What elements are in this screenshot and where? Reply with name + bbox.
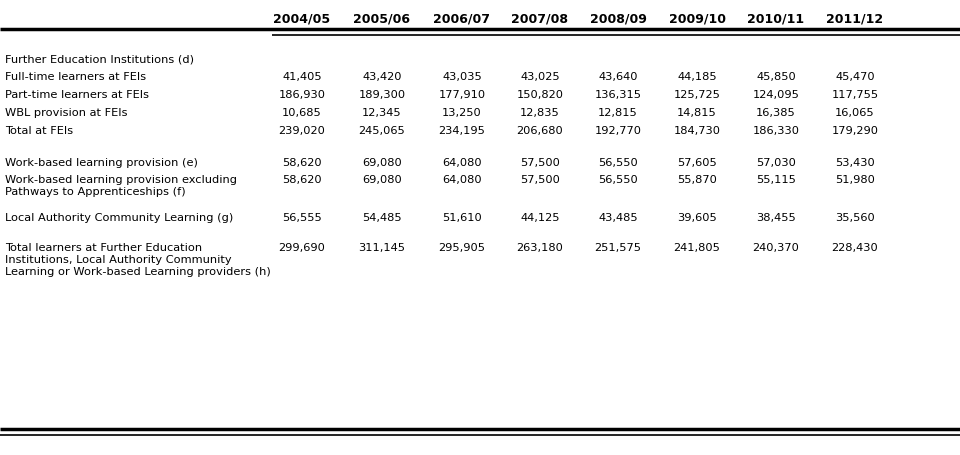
Text: 69,080: 69,080 <box>362 175 402 185</box>
Text: 311,145: 311,145 <box>358 243 405 253</box>
Text: 136,315: 136,315 <box>594 90 641 100</box>
Text: 14,815: 14,815 <box>677 108 717 118</box>
Text: 39,605: 39,605 <box>677 212 717 222</box>
Text: 56,550: 56,550 <box>598 157 637 167</box>
Text: 54,485: 54,485 <box>362 212 402 222</box>
Text: 12,815: 12,815 <box>598 108 637 118</box>
Text: Further Education Institutions (d): Further Education Institutions (d) <box>5 55 194 65</box>
Text: 44,125: 44,125 <box>520 212 560 222</box>
Text: 2005/06: 2005/06 <box>353 12 411 25</box>
Text: 125,725: 125,725 <box>674 90 720 100</box>
Text: 45,470: 45,470 <box>835 72 875 82</box>
Text: Part-time learners at FEIs: Part-time learners at FEIs <box>5 90 149 100</box>
Text: 299,690: 299,690 <box>278 243 325 253</box>
Text: Local Authority Community Learning (g): Local Authority Community Learning (g) <box>5 212 233 222</box>
Text: 241,805: 241,805 <box>674 243 720 253</box>
Text: Learning or Work-based Learning providers (h): Learning or Work-based Learning provider… <box>5 267 271 276</box>
Text: 51,610: 51,610 <box>443 212 482 222</box>
Text: 2011/12: 2011/12 <box>827 12 883 25</box>
Text: 234,195: 234,195 <box>439 126 486 136</box>
Text: Institutions, Local Authority Community: Institutions, Local Authority Community <box>5 254 231 264</box>
Text: Work-based learning provision (e): Work-based learning provision (e) <box>5 157 198 167</box>
Text: 206,680: 206,680 <box>516 126 564 136</box>
Text: Work-based learning provision excluding: Work-based learning provision excluding <box>5 175 237 185</box>
Text: 10,685: 10,685 <box>282 108 322 118</box>
Text: 56,550: 56,550 <box>598 175 637 185</box>
Text: 2004/05: 2004/05 <box>274 12 330 25</box>
Text: 58,620: 58,620 <box>282 157 322 167</box>
Text: 41,405: 41,405 <box>282 72 322 82</box>
Text: 57,030: 57,030 <box>756 157 796 167</box>
Text: 43,485: 43,485 <box>598 212 637 222</box>
Text: 186,330: 186,330 <box>753 126 800 136</box>
Text: 184,730: 184,730 <box>674 126 721 136</box>
Text: 16,385: 16,385 <box>756 108 796 118</box>
Text: 2008/09: 2008/09 <box>589 12 646 25</box>
Text: Total at FEIs: Total at FEIs <box>5 126 73 136</box>
Text: 45,850: 45,850 <box>756 72 796 82</box>
Text: 35,560: 35,560 <box>835 212 875 222</box>
Text: 12,835: 12,835 <box>520 108 560 118</box>
Text: 177,910: 177,910 <box>439 90 486 100</box>
Text: 124,095: 124,095 <box>753 90 800 100</box>
Text: 43,640: 43,640 <box>598 72 637 82</box>
Text: 295,905: 295,905 <box>439 243 486 253</box>
Text: 150,820: 150,820 <box>516 90 564 100</box>
Text: 16,065: 16,065 <box>835 108 875 118</box>
Text: 192,770: 192,770 <box>594 126 641 136</box>
Text: 251,575: 251,575 <box>594 243 641 253</box>
Text: 2007/08: 2007/08 <box>512 12 568 25</box>
Text: 58,620: 58,620 <box>282 175 322 185</box>
Text: 117,755: 117,755 <box>831 90 878 100</box>
Text: 179,290: 179,290 <box>831 126 878 136</box>
Text: 38,455: 38,455 <box>756 212 796 222</box>
Text: 51,980: 51,980 <box>835 175 875 185</box>
Text: 43,420: 43,420 <box>362 72 401 82</box>
Text: 64,080: 64,080 <box>443 175 482 185</box>
Text: 43,025: 43,025 <box>520 72 560 82</box>
Text: WBL provision at FEIs: WBL provision at FEIs <box>5 108 128 118</box>
Text: Pathways to Apprenticeships (f): Pathways to Apprenticeships (f) <box>5 187 185 197</box>
Text: 263,180: 263,180 <box>516 243 564 253</box>
Text: 55,115: 55,115 <box>756 175 796 185</box>
Text: 44,185: 44,185 <box>677 72 717 82</box>
Text: 2006/07: 2006/07 <box>434 12 491 25</box>
Text: 240,370: 240,370 <box>753 243 800 253</box>
Text: Total learners at Further Education: Total learners at Further Education <box>5 243 203 253</box>
Text: 189,300: 189,300 <box>358 90 405 100</box>
Text: 53,430: 53,430 <box>835 157 875 167</box>
Text: 12,345: 12,345 <box>362 108 402 118</box>
Text: 56,555: 56,555 <box>282 212 322 222</box>
Text: 13,250: 13,250 <box>443 108 482 118</box>
Text: 228,430: 228,430 <box>831 243 878 253</box>
Text: 2009/10: 2009/10 <box>668 12 726 25</box>
Text: 69,080: 69,080 <box>362 157 402 167</box>
Text: 239,020: 239,020 <box>278 126 325 136</box>
Text: 43,035: 43,035 <box>443 72 482 82</box>
Text: 64,080: 64,080 <box>443 157 482 167</box>
Text: Full-time learners at FEIs: Full-time learners at FEIs <box>5 72 146 82</box>
Text: 57,500: 57,500 <box>520 175 560 185</box>
Text: 2010/11: 2010/11 <box>748 12 804 25</box>
Text: 186,930: 186,930 <box>278 90 325 100</box>
Text: 57,500: 57,500 <box>520 157 560 167</box>
Text: 55,870: 55,870 <box>677 175 717 185</box>
Text: 57,605: 57,605 <box>677 157 717 167</box>
Text: 245,065: 245,065 <box>359 126 405 136</box>
